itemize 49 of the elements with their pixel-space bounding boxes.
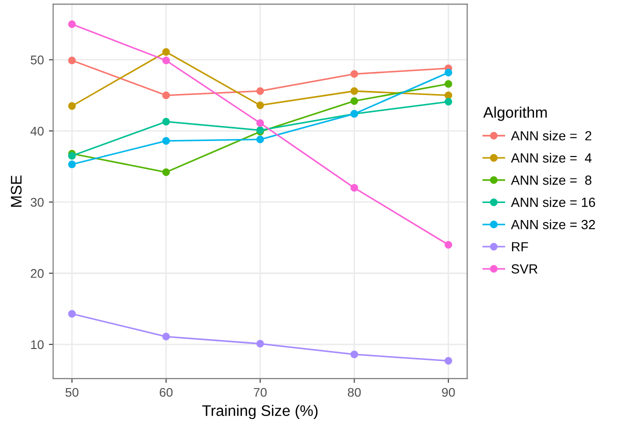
point	[444, 92, 452, 100]
legend-label: ANN size = 16	[510, 197, 596, 208]
point	[162, 168, 170, 176]
point	[68, 56, 76, 64]
x-axis-title: Training Size (%)	[202, 404, 318, 420]
x-tick-label: 50	[66, 388, 78, 397]
point	[162, 56, 170, 64]
point	[350, 184, 358, 192]
point	[68, 152, 76, 160]
y-tick-label: 10	[31, 340, 44, 350]
point	[68, 160, 76, 168]
point	[444, 80, 452, 88]
point	[162, 48, 170, 56]
point	[162, 118, 170, 126]
point	[444, 98, 452, 106]
legend-title: Algorithm	[483, 106, 547, 121]
point	[68, 102, 76, 110]
y-tick-label: 40	[30, 126, 44, 136]
legend-label: ANN size = 2	[510, 130, 592, 140]
legend-label: ANN size = 4	[510, 152, 592, 163]
point	[162, 92, 170, 100]
x-tick-label: 90	[442, 388, 455, 397]
point	[350, 87, 358, 95]
point	[350, 70, 358, 78]
point	[444, 356, 452, 365]
legend-label: RF	[512, 242, 528, 252]
point	[256, 119, 264, 127]
legend-label: ANN size = 8	[510, 175, 592, 185]
x-tick-label: 80	[348, 388, 361, 397]
x-tick-label: 70	[254, 388, 267, 397]
point	[444, 240, 452, 249]
x-tick-label: 60	[160, 388, 173, 397]
y-axis-title: MSE	[10, 176, 22, 207]
point	[68, 310, 76, 318]
point	[256, 101, 264, 110]
point	[256, 87, 264, 95]
point	[444, 68, 452, 76]
point	[256, 340, 264, 348]
point	[256, 136, 264, 144]
point	[162, 332, 170, 340]
point	[350, 97, 358, 105]
point	[350, 350, 358, 358]
legend-label: SVR	[512, 264, 538, 274]
point	[68, 20, 76, 28]
point	[162, 137, 170, 145]
y-tick-label: 30	[30, 198, 44, 207]
y-tick-label: 50	[30, 56, 44, 64]
y-tick-label: 20	[30, 269, 44, 278]
legend-label: ANN size = 32	[510, 220, 595, 230]
